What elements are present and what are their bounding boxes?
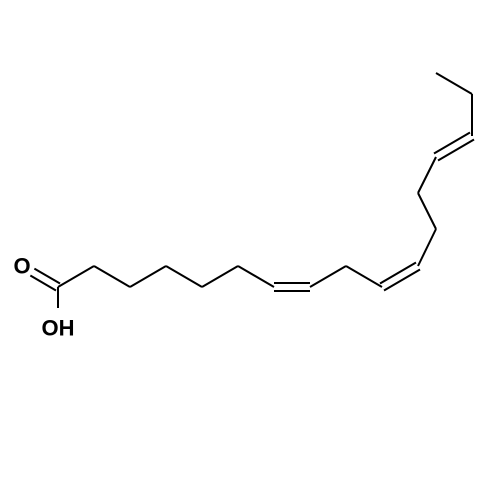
bond-11-b: [380, 263, 416, 284]
bond-10: [346, 266, 382, 287]
atom-label-O2: OH: [42, 316, 75, 341]
bond-0-b: [34, 269, 60, 284]
bond-14: [418, 157, 436, 193]
bond-4: [130, 266, 166, 287]
bond-12: [418, 229, 436, 266]
bond-0-a: [30, 276, 56, 291]
bond-5: [166, 266, 202, 287]
bond-15-a: [438, 139, 474, 160]
bond-17: [436, 73, 472, 94]
bond-6: [202, 266, 238, 287]
atom-label-O1: O: [13, 254, 30, 279]
bond-2: [58, 266, 94, 287]
bond-3: [94, 266, 130, 287]
bond-13: [418, 193, 436, 229]
bond-7: [238, 266, 274, 287]
bond-11-a: [384, 269, 420, 290]
bond-15-b: [434, 133, 470, 154]
molecule-diagram: O OH: [0, 0, 500, 500]
bond-9: [310, 266, 346, 287]
